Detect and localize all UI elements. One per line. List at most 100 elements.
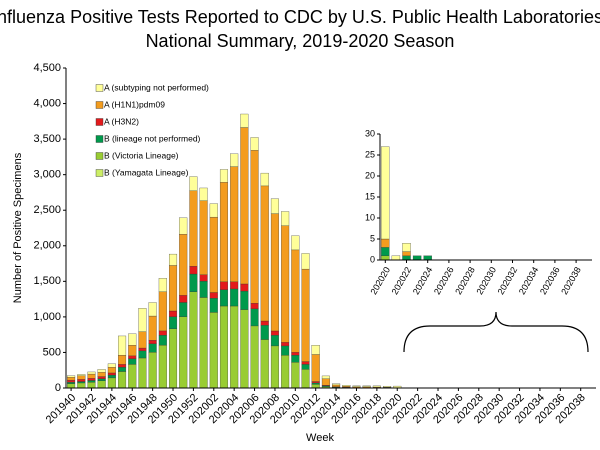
bar-segment <box>270 330 279 336</box>
bar-segment <box>391 255 401 261</box>
bar-segment <box>230 288 239 307</box>
bar-segment <box>118 335 127 356</box>
bar-segment <box>158 344 167 388</box>
bar-segment <box>219 281 229 290</box>
bar-segment <box>118 364 127 368</box>
bar-segment <box>168 265 178 312</box>
bar-segment <box>97 369 106 373</box>
bar-segment <box>372 385 381 388</box>
bar-segment <box>77 381 86 384</box>
bar-segment <box>281 345 290 356</box>
legend-swatch <box>95 101 104 109</box>
bar-segment <box>250 150 259 304</box>
bar-segment <box>240 283 249 292</box>
bar-segment <box>179 217 188 235</box>
bar-segment <box>301 268 310 362</box>
bar-segment <box>87 371 96 375</box>
bar-segment <box>402 255 411 261</box>
y-tick-label: 1,000 <box>33 311 61 323</box>
bar-segment <box>189 273 198 292</box>
bar-segment <box>67 375 76 378</box>
bar-segment <box>381 146 390 240</box>
bar-segment <box>301 361 310 365</box>
bar-segment <box>291 362 300 389</box>
chart-title: Influenza Positive Tests Reported to CDC… <box>0 7 600 27</box>
bar-segment <box>311 345 320 355</box>
bar-segment <box>250 137 259 151</box>
bar-segment <box>138 357 147 389</box>
bar-segment <box>291 235 300 251</box>
bar-segment <box>250 325 259 388</box>
bar-segment <box>250 303 259 310</box>
bar-segment <box>291 354 300 363</box>
bar-segment <box>301 369 310 389</box>
bar-segment <box>189 266 198 275</box>
bar-segment <box>168 316 178 329</box>
bar-segment <box>189 190 198 267</box>
legend-label: B (Victoria Lineage) <box>104 150 179 160</box>
bar-segment <box>138 350 147 359</box>
bar-segment <box>423 255 432 261</box>
bar-segment <box>209 216 218 293</box>
bar-segment <box>342 386 351 388</box>
y-tick-label: 10 <box>365 212 375 222</box>
y-tick-label: 2,500 <box>33 204 61 216</box>
x-tick-label: 202038 <box>559 265 583 296</box>
bar-segment <box>158 291 167 332</box>
chart-subtitle: National Summary, 2019-2020 Season <box>146 31 455 51</box>
bar-segment <box>179 316 188 388</box>
bar-segment <box>118 367 127 372</box>
bar-segment <box>97 376 106 379</box>
bar-segment <box>311 354 320 382</box>
bar-segment <box>393 385 402 388</box>
bar-segment <box>219 169 229 183</box>
bar-segment <box>311 381 320 384</box>
legend-label: B (lineage not performed) <box>104 133 201 143</box>
bar-segment <box>107 377 116 389</box>
bar-segment <box>402 243 411 252</box>
y-tick-label: 4,500 <box>33 62 61 74</box>
y-tick-label: 1,500 <box>33 275 61 287</box>
y-tick-label: 500 <box>43 346 61 358</box>
legend-swatch <box>95 118 104 126</box>
bar-segment <box>381 238 390 248</box>
bar-segment <box>281 342 290 347</box>
bar-segment <box>128 364 137 389</box>
bar-segment <box>260 339 269 389</box>
legend-label: A (H3N2) <box>104 116 139 126</box>
bar-segment <box>209 292 218 299</box>
bar-segment <box>199 200 208 275</box>
bar-segment <box>189 291 198 388</box>
x-axis-title: Week <box>306 432 334 444</box>
bar-segment <box>158 330 167 336</box>
legend-swatch <box>95 84 104 92</box>
bar-segment <box>199 297 208 388</box>
bar-segment <box>270 198 279 214</box>
legend-label: A (subtyping not performed) <box>104 82 209 92</box>
bar-segment <box>67 383 76 389</box>
y-tick-label: 0 <box>370 254 375 264</box>
bar-segment <box>260 185 269 322</box>
bar-segment <box>128 333 137 346</box>
bar-segment <box>148 343 157 353</box>
bar-segment <box>168 253 178 266</box>
bar-segment <box>87 378 96 381</box>
bar-segment <box>230 166 239 282</box>
bar-segment <box>402 251 411 256</box>
bar-segment <box>240 309 249 388</box>
bar-segment <box>148 340 157 344</box>
legend-label: B (Yamagata Lineage) <box>104 167 189 177</box>
bar-segment <box>158 278 167 292</box>
bar-segment <box>97 378 106 381</box>
bar-segment <box>332 383 341 386</box>
y-tick-label: 0 <box>55 382 61 394</box>
bar-segment <box>128 355 137 359</box>
bar-segment <box>77 382 86 389</box>
bar-segment <box>87 380 96 383</box>
bar-segment <box>383 386 392 388</box>
bar-segment <box>230 153 239 167</box>
bar-segment <box>199 187 208 201</box>
legend-swatch <box>95 169 104 177</box>
bar-segment <box>138 331 147 349</box>
bar-segment <box>301 364 310 370</box>
